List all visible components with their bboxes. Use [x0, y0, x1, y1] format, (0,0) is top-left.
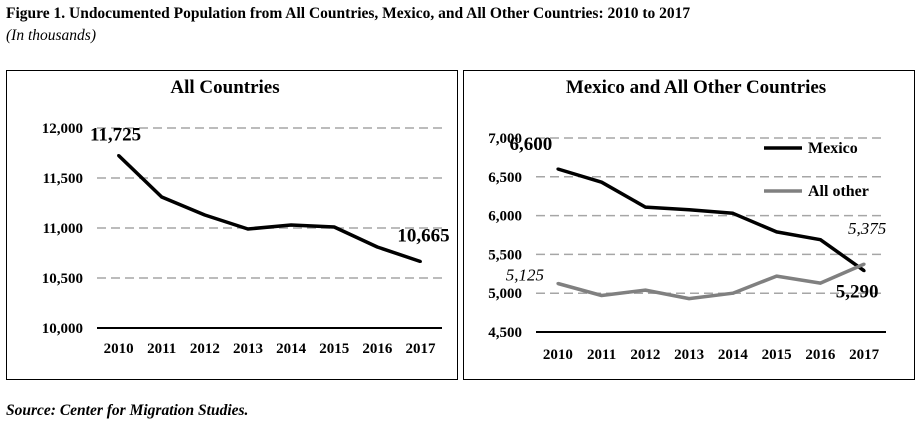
y-tick-label: 6,500 — [488, 170, 522, 186]
data-label: 5,375 — [848, 219, 886, 238]
chart-panel-mexico-other: Mexico and All Other Countries 4,500 5,000… — [463, 70, 915, 380]
data-point — [775, 230, 779, 234]
data-point — [643, 288, 647, 292]
x-tick-label: 2014 — [718, 347, 749, 363]
data-point — [687, 208, 691, 212]
x-tick-label: 2011 — [587, 347, 616, 363]
figure-title: Figure 1. Undocumented Population from A… — [6, 5, 691, 22]
x-tick-label: 2013 — [674, 347, 704, 363]
figure-subtitle: (In thousands) — [6, 27, 96, 44]
x-tick-label: 2013 — [233, 341, 263, 357]
y-tick-label: 11,000 — [43, 221, 83, 237]
x-tick-label: 2015 — [319, 341, 349, 357]
data-point — [160, 195, 164, 199]
x-tick-label: 2016 — [805, 347, 836, 363]
data-point — [289, 223, 293, 227]
y-tick-label: 10,000 — [42, 321, 83, 337]
data-point — [556, 282, 560, 285]
data-point — [332, 225, 336, 229]
data-label: 11,725 — [90, 125, 141, 146]
data-point — [862, 269, 866, 273]
y-tick-label: 4,500 — [488, 325, 522, 341]
y-tick-label: 7,000 — [488, 131, 522, 147]
x-tick-label: 2012 — [190, 341, 220, 357]
data-label: 10,665 — [397, 226, 449, 247]
data-point — [246, 227, 250, 231]
x-tick-label: 2016 — [362, 341, 393, 357]
chart-all-countries: All Countries 10,000 10,500 11,000 11,500 12,… — [42, 77, 450, 357]
y-tick-label: 6,000 — [488, 209, 522, 225]
x-tick-label: 2017 — [849, 347, 880, 363]
data-point — [731, 211, 735, 215]
data-point — [731, 291, 735, 295]
chart-mexico-other: Mexico and All Other Countries 4,500 5,000… — [488, 77, 886, 363]
data-point — [117, 154, 121, 157]
series-line-all-other — [557, 262, 865, 301]
data-point — [600, 180, 604, 184]
data-point — [862, 262, 866, 266]
x-tick-label: 2015 — [762, 347, 792, 363]
chart-title: Mexico and All Other Countries — [566, 77, 826, 98]
x-tick-label: 2014 — [276, 341, 307, 357]
data-point — [818, 238, 822, 242]
data-label: 5,125 — [506, 266, 544, 285]
x-tick-label: 2010 — [543, 347, 573, 363]
x-tick-label: 2017 — [405, 341, 436, 357]
legend-label: All other — [808, 183, 869, 200]
data-label: 6,600 — [510, 134, 553, 155]
data-point — [775, 274, 779, 278]
data-point — [556, 167, 560, 171]
chart-panel-all-countries: All Countries 10,000 10,500 11,000 11,500 12,… — [6, 70, 458, 380]
series-line — [117, 154, 421, 264]
data-point — [687, 297, 691, 301]
data-point — [818, 281, 822, 285]
data-point — [418, 260, 422, 263]
chart-title: All Countries — [170, 77, 279, 98]
y-tick-label: 5,500 — [488, 247, 522, 263]
data-point — [375, 245, 379, 249]
y-tick-label: 10,500 — [42, 271, 83, 287]
data-point — [643, 205, 647, 209]
data-point — [600, 294, 604, 298]
series-line-mexico — [557, 167, 866, 273]
y-tick-label: 5,000 — [488, 286, 522, 302]
legend-label: Mexico — [808, 140, 858, 157]
data-point — [203, 213, 207, 217]
x-tick-label: 2010 — [104, 341, 134, 357]
y-tick-label: 12,000 — [42, 121, 83, 137]
x-tick-label: 2011 — [147, 341, 176, 357]
x-tick-label: 2012 — [630, 347, 660, 363]
source-note: Source: Center for Migration Studies. — [6, 402, 249, 419]
data-label: 5,290 — [836, 282, 879, 303]
y-tick-label: 11,500 — [43, 171, 83, 187]
